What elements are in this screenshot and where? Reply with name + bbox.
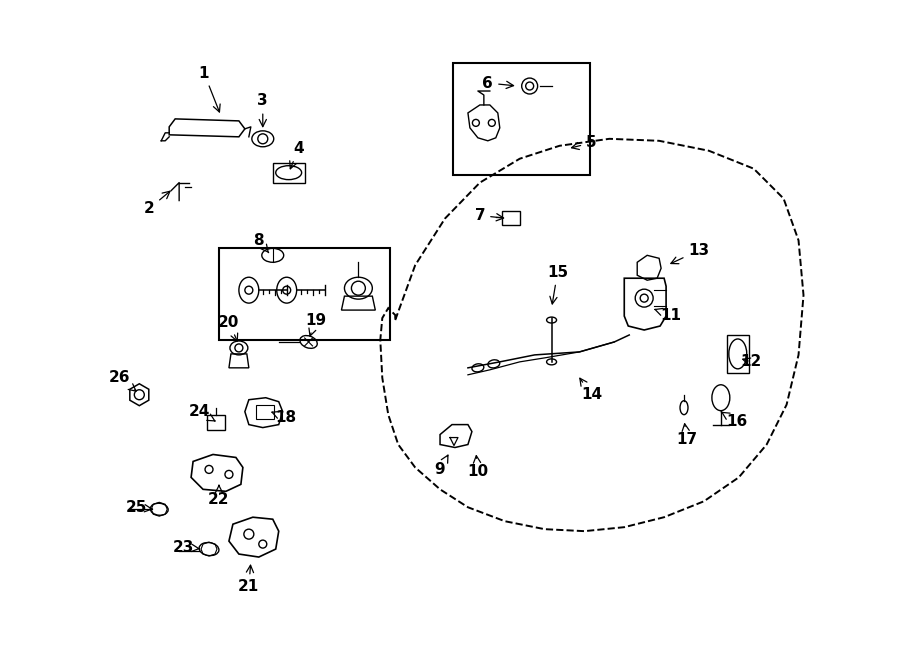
Text: 8: 8 [254,233,269,253]
Text: 17: 17 [677,424,698,447]
Bar [273,163,304,182]
Text: 25: 25 [126,500,153,515]
Text: 18: 18 [272,410,296,425]
Text: 22: 22 [208,485,230,507]
Text: 7: 7 [474,208,504,223]
Text: 6: 6 [482,75,514,91]
Text: 21: 21 [238,565,259,594]
Text: 10: 10 [467,455,489,479]
Text: 16: 16 [721,412,747,429]
Bar [727,335,749,373]
Text: 5: 5 [572,136,597,150]
Text: 26: 26 [109,370,136,391]
Text: 11: 11 [655,307,681,323]
Text: 2: 2 [144,191,170,216]
Text: 15: 15 [547,265,568,304]
Bar [207,414,225,430]
Bar [502,210,519,225]
Text: 14: 14 [580,378,602,403]
Text: 23: 23 [173,539,200,555]
Text: 20: 20 [218,315,239,341]
Text: 9: 9 [435,455,448,477]
Text: 12: 12 [740,354,761,369]
Text: 4: 4 [290,141,304,169]
Bar [453,63,590,175]
Text: 1: 1 [199,65,220,112]
Bar [219,249,391,340]
Text: 3: 3 [257,93,268,127]
Text: 24: 24 [188,404,215,421]
Bar [256,405,274,418]
Text: 13: 13 [670,243,709,264]
Text: 19: 19 [305,313,326,336]
